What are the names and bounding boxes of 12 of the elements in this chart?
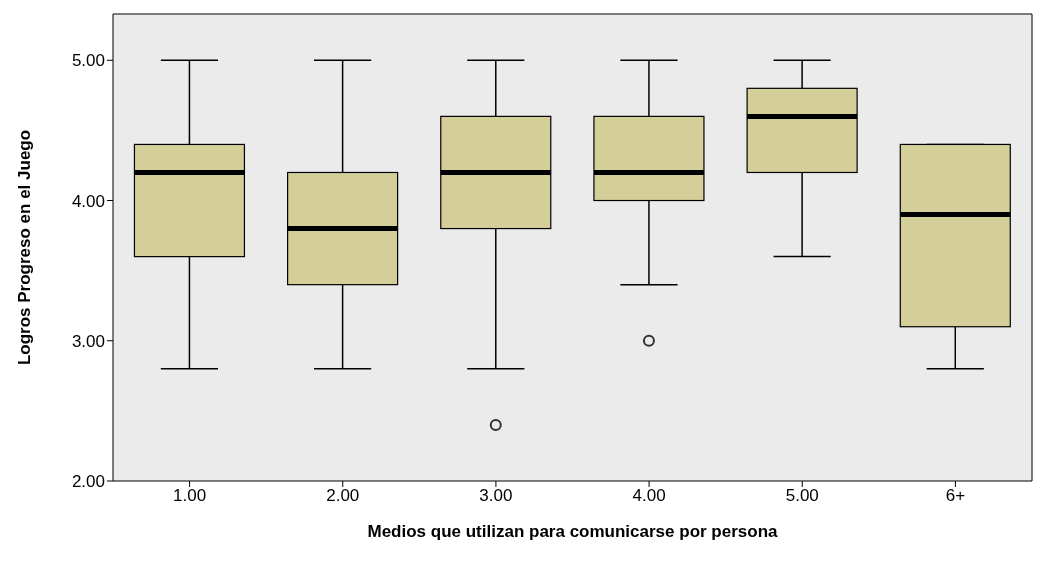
x-tick-label: 4.00 [632, 486, 666, 506]
y-axis-title: Logros Progreso en el Juego [15, 129, 35, 366]
x-tick-label: 6+ [945, 486, 966, 506]
y-tick-label: 5.00 [71, 51, 105, 71]
x-axis-title: Medios que utilizan para comunicarse por persona [367, 522, 779, 541]
x-tick-label: 3.00 [479, 486, 513, 506]
x-tick-label: 5.00 [785, 486, 819, 506]
y-tick-label: 2.00 [71, 472, 105, 492]
y-tick-label: 4.00 [71, 191, 105, 211]
y-tick-label: 3.00 [71, 331, 105, 351]
x-tick-label: 2.00 [326, 486, 360, 506]
x-tick-label: 1.00 [173, 486, 207, 506]
